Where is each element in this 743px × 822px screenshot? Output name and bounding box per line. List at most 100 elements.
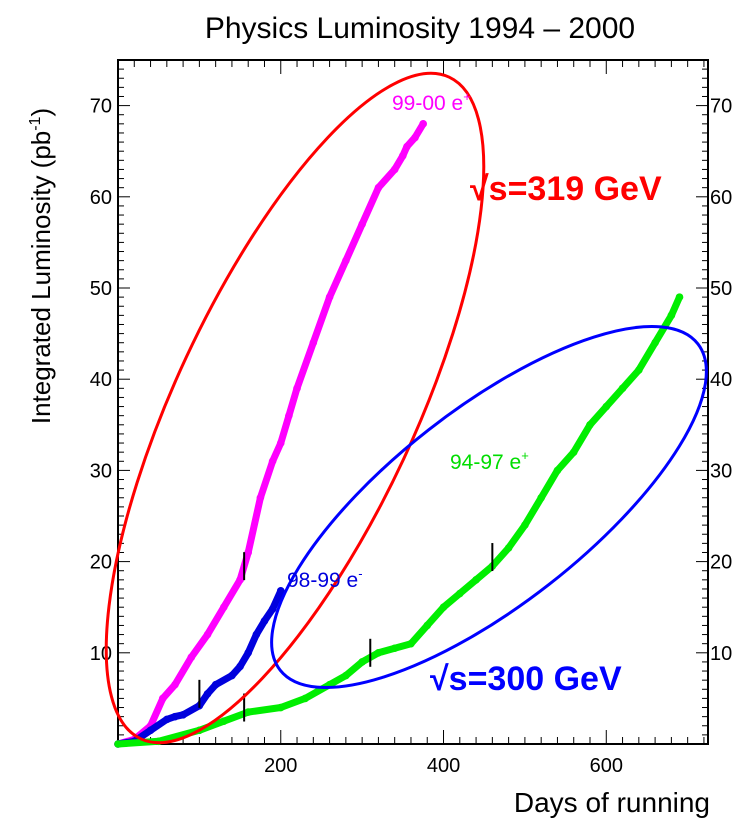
series-point — [268, 605, 277, 613]
x-tick-label: 600 — [590, 755, 623, 777]
series-point — [276, 703, 285, 712]
y-tick-label-left: 60 — [90, 187, 112, 209]
series-point — [358, 220, 366, 228]
series-point — [374, 183, 383, 192]
series-point — [244, 649, 253, 657]
series-point — [228, 671, 236, 680]
series-point — [651, 338, 659, 347]
series-point — [439, 603, 448, 611]
series-2 — [114, 586, 285, 748]
series-point — [635, 366, 643, 374]
series-point — [268, 457, 277, 466]
series-point — [419, 120, 427, 128]
y-axis-label-sup: -1 — [27, 116, 44, 130]
y-tick-label-left: 10 — [90, 643, 112, 665]
series-point — [521, 521, 529, 529]
series-1 — [114, 120, 427, 748]
series-point — [244, 708, 253, 716]
y-tick-label-left: 40 — [90, 369, 112, 391]
run-boundary-markers — [198, 543, 494, 722]
series-point — [374, 649, 383, 657]
series-point — [256, 493, 265, 502]
y-tick-label-right: 60 — [710, 187, 732, 209]
series-point — [667, 311, 676, 320]
y-axis-label: Integrated Luminosity (pb-1) — [26, 108, 56, 424]
y-tick-label-left: 20 — [90, 552, 112, 574]
series-point — [244, 548, 253, 557]
plot-frame — [117, 59, 709, 745]
annotation-319gev: √s=319 GeV — [470, 170, 662, 208]
series-point — [211, 680, 220, 689]
series-line — [114, 587, 285, 748]
series-point — [252, 630, 261, 639]
series-point — [411, 133, 419, 142]
series-point — [219, 717, 228, 725]
y-tick-label-right: 70 — [710, 96, 732, 118]
series-point — [114, 740, 122, 748]
series-point — [158, 694, 167, 703]
series-point — [586, 421, 594, 429]
series-point — [407, 639, 415, 648]
series-point — [342, 256, 350, 265]
series-line — [114, 293, 683, 748]
y-tick-label-left: 50 — [90, 278, 112, 300]
series-point — [309, 338, 318, 347]
series-point — [203, 690, 212, 698]
y-tick-label-right: 20 — [710, 552, 732, 574]
series-point — [171, 680, 179, 689]
series-point — [325, 293, 334, 301]
series-point — [342, 671, 350, 680]
series-point — [553, 466, 562, 475]
series-point — [285, 411, 293, 420]
series-point — [675, 293, 684, 301]
series-point — [390, 165, 399, 174]
series-point — [187, 653, 196, 662]
y-tick-label-right: 30 — [710, 460, 732, 482]
series-point — [276, 586, 285, 595]
series-point — [504, 544, 513, 552]
series-point — [203, 630, 212, 639]
series-point — [403, 142, 411, 151]
series-point — [455, 589, 464, 598]
chart-title: Physics Luminosity 1994 – 2000 — [205, 12, 635, 45]
y-tick-label-right: 50 — [710, 278, 732, 300]
x-tick-label: 200 — [264, 755, 297, 777]
y-tick-label-left: 70 — [90, 96, 112, 118]
series-point — [236, 576, 244, 584]
series-point — [146, 726, 155, 735]
series-point — [537, 493, 545, 502]
x-tick-label: 400 — [427, 755, 460, 777]
x-axis-label: Days of running — [514, 787, 710, 818]
series-point — [399, 151, 407, 160]
series-point — [171, 712, 179, 721]
blue-ellipse-300gev — [270, 324, 708, 690]
series-point — [236, 662, 244, 671]
series-point — [301, 694, 309, 703]
red-ellipse-319gev — [104, 71, 486, 745]
annotation-300gev: √s=300 GeV — [430, 660, 622, 698]
y-axis-ticks: 10 10 20 20 30 30 40 40 50 50 60 60 70 70 — [90, 68, 732, 736]
series-point — [618, 384, 627, 393]
series-label-98-99: 98-99 e- — [287, 566, 363, 592]
series-point — [293, 384, 301, 393]
series-point — [179, 711, 187, 719]
series-point — [219, 603, 228, 611]
series-layer — [114, 120, 684, 748]
series-label-99-00: 99-00 e+ — [392, 89, 471, 115]
series-point — [390, 644, 399, 653]
y-tick-label-right: 10 — [710, 643, 732, 665]
y-tick-label-left: 30 — [90, 460, 112, 482]
x-axis-ticks: 200 400 600 — [133, 60, 705, 777]
series-point — [423, 621, 432, 630]
series-point — [472, 576, 480, 584]
y-axis-label-close: ) — [26, 108, 56, 117]
series-point — [569, 448, 578, 456]
series-point — [276, 439, 285, 447]
series-label-94-97: 94-97 e+ — [450, 448, 529, 474]
series-point — [260, 617, 269, 625]
y-axis-label-main: Integrated Luminosity (pb — [26, 131, 56, 424]
y-tick-label-right: 40 — [710, 369, 732, 391]
series-point — [163, 715, 171, 724]
series-point — [358, 658, 366, 666]
